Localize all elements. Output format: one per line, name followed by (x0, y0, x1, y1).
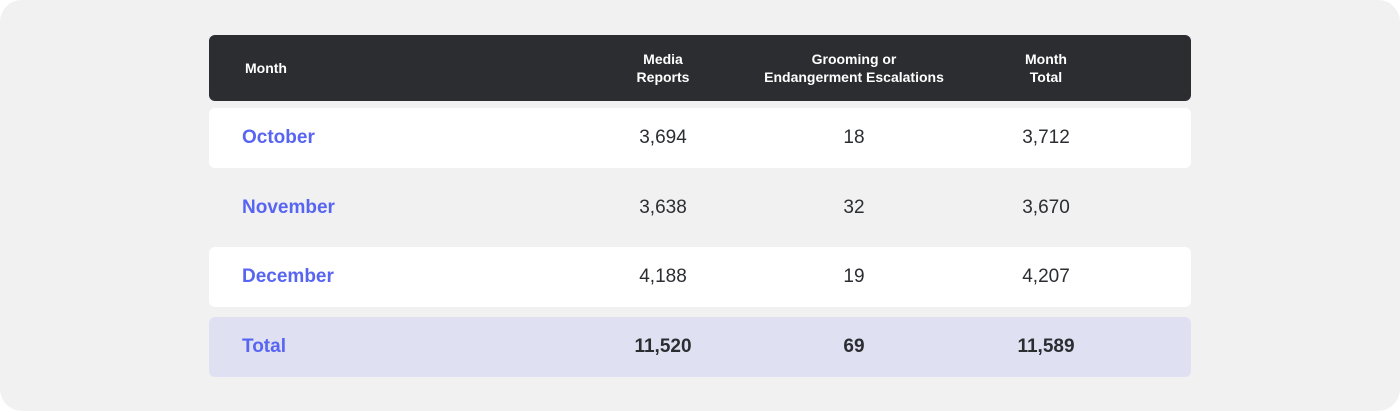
row-media-reports: 3,638 (639, 197, 687, 218)
header-media-line-1: Media (643, 51, 683, 67)
header-month-total: Month Total (996, 35, 1096, 101)
row-escalations: 19 (843, 266, 865, 287)
table-row-total: Total 11,520 69 11,589 (209, 317, 1191, 377)
header-media-reports: Media Reports (613, 35, 713, 101)
row-month-total: 3,670 (1022, 197, 1070, 218)
table-header: Month Media Reports Grooming or Endanger… (209, 35, 1191, 101)
row-month: November (242, 197, 335, 218)
row-month: October (242, 127, 315, 148)
total-label: Total (242, 336, 286, 357)
header-media-line-2: Reports (636, 69, 690, 85)
table-row-december: December 4,188 19 4,207 (209, 247, 1191, 307)
header-month: Month (245, 35, 287, 101)
table-row-november: November 3,638 32 3,670 (209, 178, 1191, 238)
total-month-total: 11,589 (1017, 336, 1075, 357)
row-media-reports: 4,188 (639, 266, 687, 287)
header-month-label: Month (245, 60, 287, 76)
header-escalations: Grooming or Endangerment Escalations (754, 35, 954, 101)
reports-table: Month Media Reports Grooming or Endanger… (209, 35, 1191, 377)
header-total-line-2: Total (1029, 69, 1063, 85)
header-escalations-line-2: Endangerment Escalations (764, 69, 944, 85)
table-row-october: October 3,694 18 3,712 (209, 108, 1191, 168)
header-total-line-1: Month (1025, 51, 1067, 67)
row-month: December (242, 266, 334, 287)
row-month-total: 3,712 (1022, 127, 1070, 148)
total-escalations: 69 (843, 336, 865, 357)
row-escalations: 32 (843, 197, 865, 218)
row-media-reports: 3,694 (639, 127, 687, 148)
header-escalations-line-1: Grooming or (811, 51, 897, 67)
row-month-total: 4,207 (1022, 266, 1070, 287)
row-escalations: 18 (843, 127, 865, 148)
total-media-reports: 11,520 (634, 336, 692, 357)
